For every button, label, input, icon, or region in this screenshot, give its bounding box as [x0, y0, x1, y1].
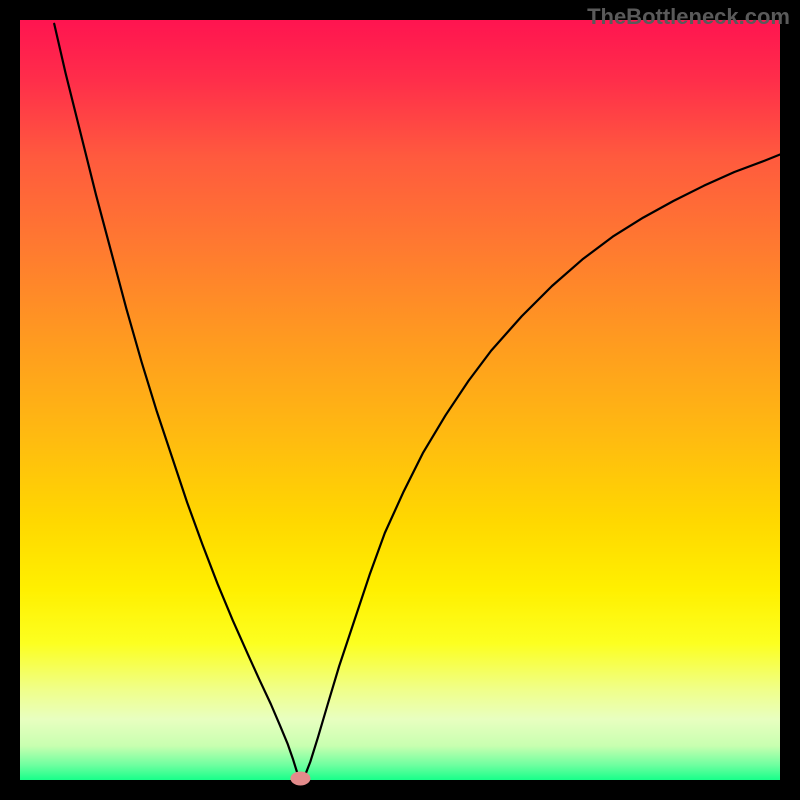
chart-container: TheBottleneck.com [0, 0, 800, 800]
watermark-text: TheBottleneck.com [587, 4, 790, 30]
optimal-point-marker [290, 771, 310, 785]
bottleneck-chart [0, 0, 800, 800]
plot-background [20, 20, 780, 780]
